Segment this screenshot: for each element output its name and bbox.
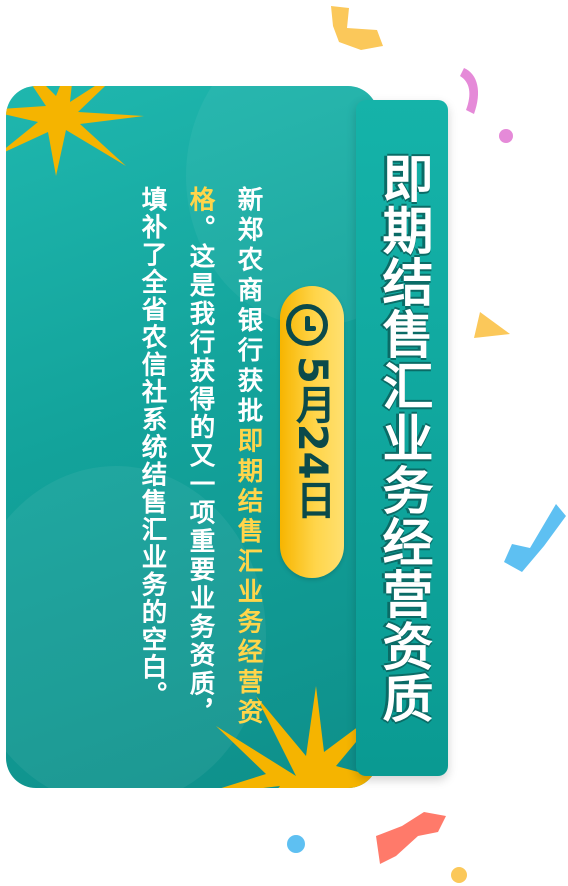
confetti-pink-dot (499, 129, 513, 143)
body-rest: 。这是我行获得的又一项重要业务资质，填补了全省农信社系统结售汇业务的空白。 (137, 186, 215, 727)
clock-icon (286, 304, 328, 346)
yellow-burst-top (6, 86, 144, 176)
confetti-blue-ribbon (504, 504, 566, 572)
confetti-yellow-triangle (474, 312, 510, 338)
confetti-pink-curl (460, 68, 479, 114)
body-intro: 新郑农商银行获批 (233, 186, 263, 428)
page-title: 即期结售汇业务经营资质 (373, 152, 432, 724)
date-label: 5月24日 (289, 356, 335, 520)
body-highlight: 即期结售汇业务经营资格 (185, 186, 263, 727)
confetti-yellow-dot (451, 867, 467, 883)
announcement-text: 新郑农商银行获批即期结售汇业务经营资格。这是我行获得的又一项重要业务资质，填补了… (72, 186, 272, 726)
confetti-yellow-top (331, 6, 383, 50)
confetti-blue-dot (287, 835, 305, 853)
title-panel (356, 100, 448, 776)
yellow-burst-bottom (216, 686, 378, 788)
confetti-red-ribbon (376, 812, 446, 864)
